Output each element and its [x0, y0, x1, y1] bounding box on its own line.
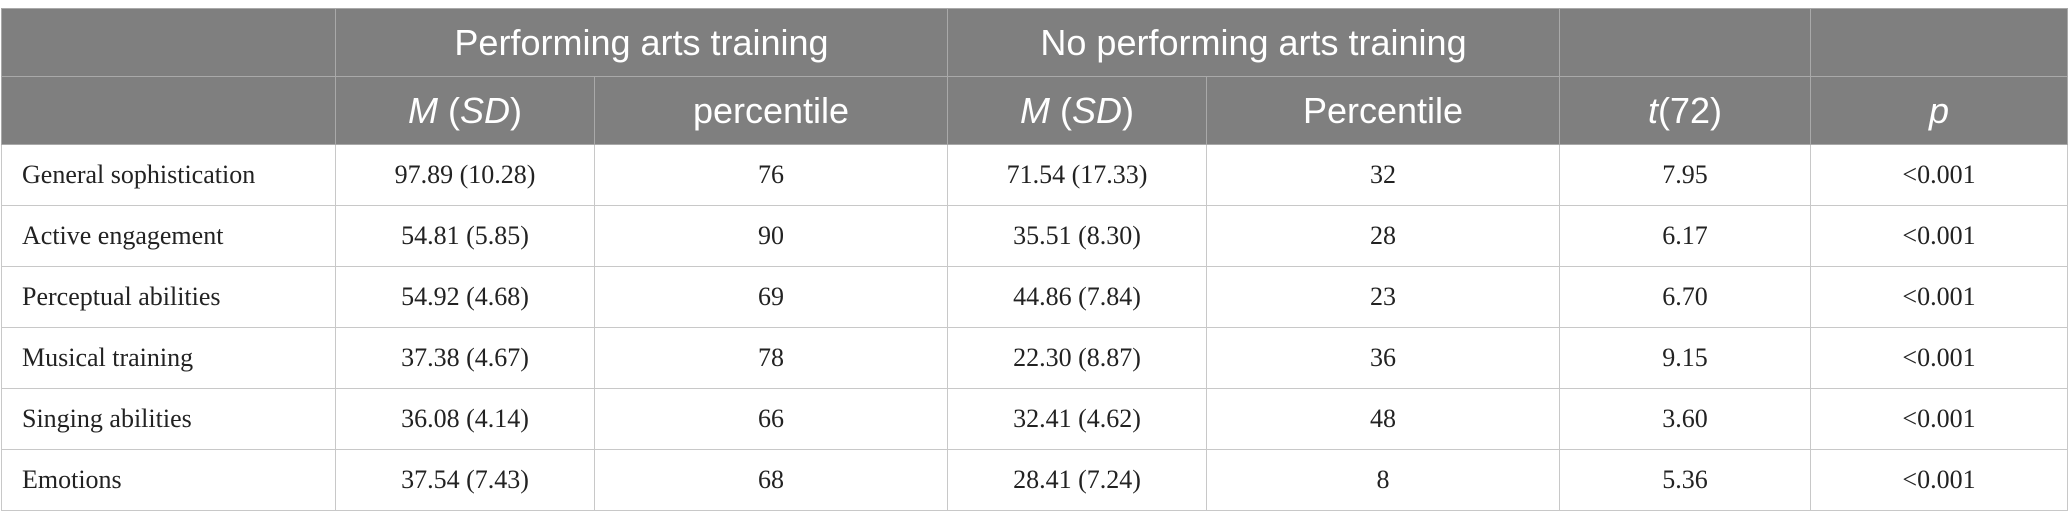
table-row: Active engagement 54.81 (5.85) 90 35.51 … — [1, 205, 2068, 267]
header-sd-symbol: SD — [459, 89, 510, 131]
table-body: General sophistication 97.89 (10.28) 76 … — [1, 144, 2068, 511]
header-m-symbol: M — [407, 89, 438, 131]
pat-mean-sd-cell: 36.08 (4.14) — [335, 388, 595, 450]
results-table-container: Performing arts training No performing a… — [1, 8, 2068, 511]
header-t-symbol: t — [1647, 89, 1658, 131]
header-empty-cell — [1810, 8, 2068, 77]
p-value-cell: <0.001 — [1810, 144, 2068, 206]
t-value-cell: 5.36 — [1559, 449, 1811, 511]
pat-mean-sd-cell: 54.81 (5.85) — [335, 205, 595, 267]
row-label: Perceptual abilities — [1, 266, 336, 328]
row-label: Emotions — [1, 449, 336, 511]
pat-percentile-cell: 78 — [594, 327, 948, 389]
table-row: Emotions 37.54 (7.43) 68 28.41 (7.24) 8 … — [1, 449, 2068, 511]
p-value-cell: <0.001 — [1810, 266, 2068, 328]
pat-mean-sd-cell: 97.89 (10.28) — [335, 144, 595, 206]
header-npat-mean-sd: M (SD) — [947, 76, 1207, 145]
header-m-symbol: M — [1019, 89, 1050, 131]
header-p-value: p — [1810, 76, 2068, 145]
row-label: Singing abilities — [1, 388, 336, 450]
t-value-cell: 3.60 — [1559, 388, 1811, 450]
t-value-cell: 6.70 — [1559, 266, 1811, 328]
p-value-cell: <0.001 — [1810, 449, 2068, 511]
header-row-groups: Performing arts training No performing a… — [1, 8, 2068, 77]
npat-mean-sd-cell: 28.41 (7.24) — [947, 449, 1207, 511]
header-empty-cell — [1, 76, 336, 145]
npat-percentile-cell: 28 — [1206, 205, 1560, 267]
pat-percentile-cell: 69 — [594, 266, 948, 328]
npat-mean-sd-cell: 71.54 (17.33) — [947, 144, 1207, 206]
row-label: General sophistication — [1, 144, 336, 206]
header-t-statistic: t(72) — [1559, 76, 1811, 145]
header-pat-percentile: percentile — [594, 76, 948, 145]
table-header: Performing arts training No performing a… — [1, 8, 2068, 145]
header-row-columns: M (SD) percentile M (SD) Percentile t(72… — [1, 76, 2068, 145]
t-value-cell: 9.15 — [1559, 327, 1811, 389]
header-group-no-performing-arts: No performing arts training — [947, 8, 1560, 77]
npat-mean-sd-cell: 22.30 (8.87) — [947, 327, 1207, 389]
header-p-symbol: p — [1928, 89, 1950, 131]
npat-percentile-cell: 48 — [1206, 388, 1560, 450]
pat-percentile-cell: 90 — [594, 205, 948, 267]
npat-mean-sd-cell: 35.51 (8.30) — [947, 205, 1207, 267]
npat-percentile-cell: 32 — [1206, 144, 1560, 206]
t-value-cell: 7.95 — [1559, 144, 1811, 206]
header-sd-symbol: SD — [1071, 89, 1122, 131]
pat-percentile-cell: 76 — [594, 144, 948, 206]
table-row: Musical training 37.38 (4.67) 78 22.30 (… — [1, 327, 2068, 389]
pat-percentile-cell: 68 — [594, 449, 948, 511]
table-row: Singing abilities 36.08 (4.14) 66 32.41 … — [1, 388, 2068, 450]
row-label: Active engagement — [1, 205, 336, 267]
header-group-performing-arts: Performing arts training — [335, 8, 948, 77]
npat-percentile-cell: 8 — [1206, 449, 1560, 511]
header-t-df: (72) — [1657, 89, 1723, 131]
t-value-cell: 6.17 — [1559, 205, 1811, 267]
npat-mean-sd-cell: 32.41 (4.62) — [947, 388, 1207, 450]
table-row: General sophistication 97.89 (10.28) 76 … — [1, 144, 2068, 206]
p-value-cell: <0.001 — [1810, 388, 2068, 450]
npat-mean-sd-cell: 44.86 (7.84) — [947, 266, 1207, 328]
p-value-cell: <0.001 — [1810, 327, 2068, 389]
pat-mean-sd-cell: 37.54 (7.43) — [335, 449, 595, 511]
header-empty-cell — [1559, 8, 1811, 77]
npat-percentile-cell: 36 — [1206, 327, 1560, 389]
header-pat-mean-sd: M (SD) — [335, 76, 595, 145]
pat-mean-sd-cell: 54.92 (4.68) — [335, 266, 595, 328]
p-value-cell: <0.001 — [1810, 205, 2068, 267]
row-label: Musical training — [1, 327, 336, 389]
pat-mean-sd-cell: 37.38 (4.67) — [335, 327, 595, 389]
pat-percentile-cell: 66 — [594, 388, 948, 450]
header-npat-percentile: Percentile — [1206, 76, 1560, 145]
results-table: Performing arts training No performing a… — [1, 8, 2068, 511]
header-empty-cell — [1, 8, 336, 77]
npat-percentile-cell: 23 — [1206, 266, 1560, 328]
table-row: Perceptual abilities 54.92 (4.68) 69 44.… — [1, 266, 2068, 328]
